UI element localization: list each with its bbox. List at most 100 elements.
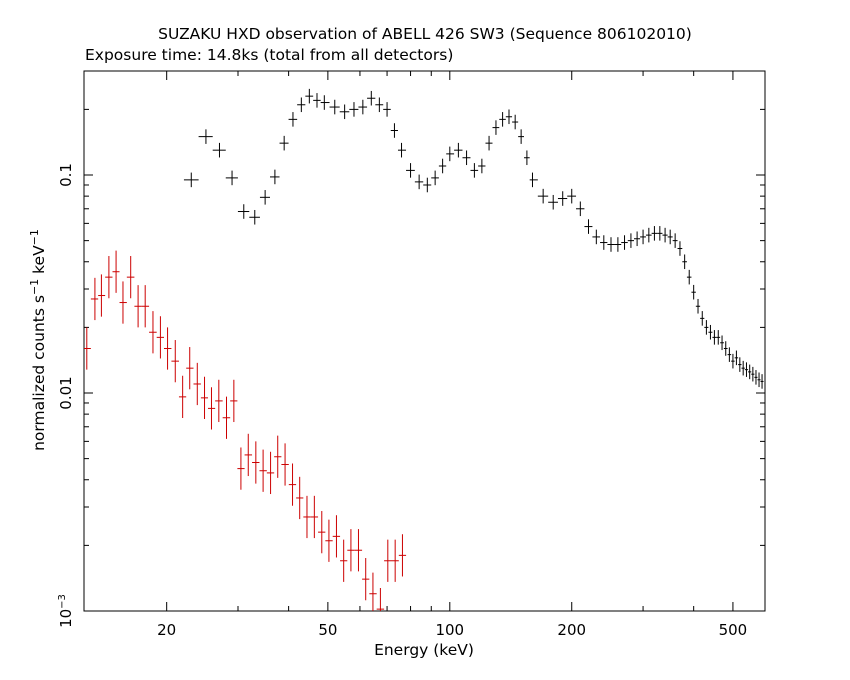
data-point [383,102,391,117]
data-point [576,201,585,217]
data-point [708,324,713,340]
data-point [744,362,749,377]
data-point [270,169,280,185]
data-point [657,226,663,241]
data-point [313,93,321,108]
data-point [662,227,668,243]
data-point [212,142,226,158]
chart-subtitle: Exposure time: 14.8ks (total from all de… [85,46,453,64]
data-point [640,229,646,245]
data-point [186,347,194,390]
y-axis: 10−3 0.01 0.1 [57,70,765,628]
y-tick-label: 10−3 [57,594,75,628]
data-point [524,150,530,166]
y-tick-label: 0.01 [57,376,75,409]
data-point [171,340,179,383]
data-point [339,104,350,120]
x-tick-label: 200 [557,621,586,639]
data-point [760,374,764,389]
data-point [454,142,463,158]
data-point [178,375,187,418]
data-point [156,316,164,359]
y-axis-label-mid: keV [30,245,48,279]
data-point [651,226,658,241]
data-point [252,441,260,484]
data-point [757,372,761,388]
data-point [134,285,142,328]
data-point [90,277,99,321]
data-point [296,476,304,520]
data-point [627,233,635,248]
data-point [354,529,363,572]
data-point [712,330,717,345]
data-point [259,190,271,205]
y-tick-label-base: 0.01 [57,376,75,409]
data-point [470,163,479,178]
data-point [325,519,333,562]
data-point [677,241,683,256]
data-point [222,396,231,439]
data-point [149,311,157,354]
data-point [446,146,455,162]
data-point [397,142,407,158]
data-point [375,97,384,113]
data-point [112,250,120,293]
x-axis-label: Energy (keV) [374,641,474,659]
data-point [237,447,245,490]
data-point [438,158,447,174]
y-tick-label: 0.1 [57,163,75,187]
data-point [518,129,525,144]
data-point [557,191,568,206]
data-point [667,229,673,245]
data-point [230,379,238,423]
plot-frame [83,70,766,612]
x-tick-label: 100 [435,621,464,639]
data-point [281,443,289,486]
y-tick-label-base: 10 [57,609,75,628]
data-point [183,172,199,188]
data-point [259,449,267,492]
data-point [310,495,319,539]
data-point [390,123,398,138]
data-point [431,170,439,186]
series-1 [84,250,407,611]
data-point [369,572,377,611]
data-point [141,285,150,328]
data-point [329,99,340,115]
data-point [548,194,558,210]
y-axis-label: normalized counts s−1 keV−1 [28,229,48,451]
data-point [237,204,250,219]
data-point [105,256,113,299]
data-point [751,366,755,382]
data-point [303,495,311,539]
data-point [492,120,500,135]
data-point [200,376,208,419]
data-point [727,347,732,362]
chart-title: SUZAKU HXD observation of ABELL 426 SW3 … [158,25,692,43]
data-point [700,311,705,326]
data-point [198,129,213,144]
data-point [358,99,368,115]
x-axis: 20 50 100 200 500 [157,71,766,639]
data-point [119,281,127,324]
data-point [340,539,348,582]
data-point [297,97,306,113]
data-point [406,163,415,178]
data-point [384,539,392,582]
x-tick-label: 50 [318,621,337,639]
data-point [367,90,376,106]
data-point [84,327,91,370]
data-point [288,463,297,506]
y-axis-label-text: normalized counts s [30,295,48,451]
data-point [567,188,577,204]
data-point [320,95,330,110]
data-point [207,387,216,430]
data-point [537,188,549,204]
data-point [279,135,289,151]
data-point [266,451,275,495]
data-point [349,102,359,117]
x-tick-label: 500 [719,621,748,639]
data-point [695,298,701,314]
data-point [318,511,326,554]
